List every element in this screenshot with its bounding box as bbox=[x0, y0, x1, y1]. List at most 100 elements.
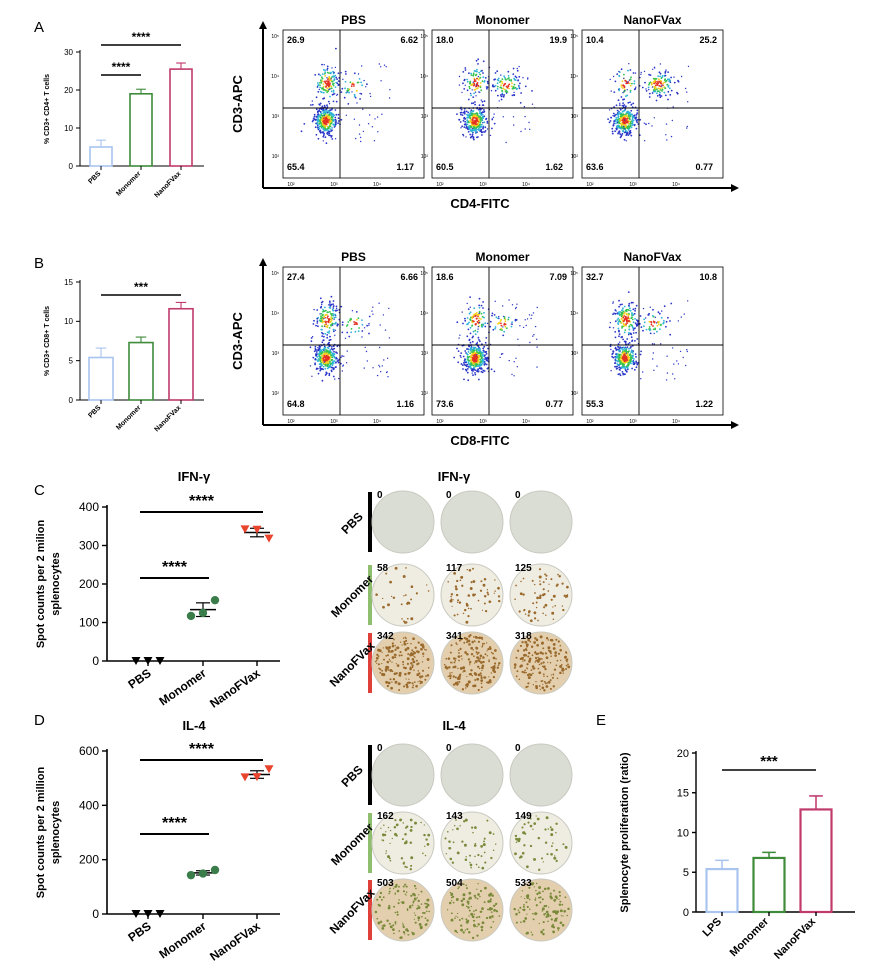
elispot-spot bbox=[542, 612, 544, 615]
elispot-spot bbox=[483, 577, 487, 581]
flow-event-dot bbox=[628, 350, 630, 353]
flow-event-dot bbox=[477, 63, 479, 65]
flow-event-dot bbox=[330, 136, 333, 138]
flow-event-dot bbox=[669, 94, 672, 96]
elispot-spot bbox=[401, 838, 404, 841]
flow-y-tick-label: 10² bbox=[571, 391, 579, 397]
elispot-spot bbox=[466, 901, 469, 904]
flow-event-dot bbox=[615, 116, 618, 119]
elispot-spot bbox=[398, 885, 400, 888]
flow-event-dot bbox=[328, 112, 331, 115]
flow-event-dot bbox=[340, 305, 343, 308]
flow-event-dot bbox=[312, 323, 315, 325]
flow-event-dot bbox=[388, 337, 391, 339]
flow-event-dot bbox=[477, 78, 480, 81]
flow-event-dot bbox=[321, 325, 323, 328]
elispot-spot bbox=[525, 643, 529, 647]
panel-b-y-tick-label: 0 bbox=[69, 396, 74, 405]
flow-event-dot bbox=[618, 305, 620, 308]
flow-event-dot bbox=[323, 132, 325, 135]
flow-event-dot bbox=[663, 86, 666, 88]
elispot-spot bbox=[409, 828, 413, 832]
flow-event-dot bbox=[624, 356, 626, 358]
elispot-spot bbox=[535, 889, 537, 892]
flow-event-dot bbox=[322, 308, 324, 311]
flow-event-dot bbox=[316, 320, 319, 323]
flow-event-dot bbox=[461, 364, 464, 366]
flow-event-dot bbox=[651, 92, 654, 94]
elispot-spot bbox=[547, 661, 549, 664]
flow-event-dot bbox=[320, 116, 322, 119]
flow-event-dot bbox=[518, 87, 521, 90]
flow-event-dot bbox=[360, 93, 363, 95]
flow-event-dot bbox=[636, 112, 639, 115]
panel-e-bar-nanofvax bbox=[799, 808, 833, 914]
elispot-spot bbox=[547, 920, 549, 923]
flow-event-dot bbox=[624, 362, 627, 364]
flow-event-dot bbox=[369, 95, 372, 98]
flow-event-dot bbox=[317, 349, 319, 352]
flow-event-dot bbox=[485, 86, 488, 88]
flow-event-dot bbox=[503, 330, 506, 333]
flow-event-dot bbox=[329, 302, 331, 304]
elispot-spot bbox=[481, 645, 484, 648]
flow-plot-frame bbox=[431, 29, 574, 179]
flow-event-dot bbox=[624, 309, 627, 312]
elispot-spot bbox=[494, 662, 497, 665]
flow-event-dot bbox=[619, 132, 621, 134]
flow-event-dot bbox=[648, 92, 651, 95]
flow-event-dot bbox=[637, 322, 639, 325]
flow-event-dot bbox=[321, 328, 323, 331]
flow-event-dot bbox=[510, 85, 513, 88]
flow-event-dot bbox=[320, 315, 322, 318]
flow-event-dot bbox=[466, 371, 469, 374]
elispot-spot bbox=[426, 910, 428, 913]
flow-event-dot bbox=[461, 311, 463, 313]
elispot-spot bbox=[545, 614, 547, 616]
flow-event-dot bbox=[520, 92, 522, 94]
elispot-spot bbox=[471, 936, 475, 940]
elispot-spot bbox=[531, 665, 535, 668]
flow-event-dot bbox=[478, 355, 480, 357]
elispot-spot bbox=[473, 920, 476, 922]
flow-event-dot bbox=[609, 78, 611, 81]
flow-event-dot bbox=[356, 81, 359, 84]
elispot-spot bbox=[451, 861, 455, 864]
elispot-spot bbox=[562, 843, 565, 846]
flow-x-tick-label: 10² bbox=[287, 182, 295, 188]
flow-event-dot bbox=[473, 320, 475, 323]
flow-event-dot bbox=[618, 349, 621, 351]
flow-event-dot bbox=[622, 365, 625, 367]
flow-event-dot bbox=[335, 113, 338, 116]
flow-event-dot bbox=[667, 86, 670, 88]
elispot-spot bbox=[527, 614, 530, 617]
panel-e-y-tick-label: 15 bbox=[677, 788, 689, 800]
flow-event-dot bbox=[508, 299, 510, 301]
flow-event-dot bbox=[630, 355, 632, 357]
flow-event-dot bbox=[502, 334, 505, 337]
flow-event-dot bbox=[619, 120, 622, 123]
flow-event-dot bbox=[506, 78, 509, 80]
flow-event-dot bbox=[629, 78, 632, 81]
elispot-spot bbox=[393, 905, 396, 908]
flow-event-dot bbox=[311, 120, 314, 123]
elispot-spot bbox=[416, 897, 419, 899]
elispot-spot bbox=[523, 608, 526, 611]
flow-event-dot bbox=[625, 347, 628, 350]
flow-event-dot bbox=[318, 351, 321, 354]
flow-event-dot bbox=[334, 66, 337, 69]
flow-y-tick-label: 10⁴ bbox=[420, 311, 428, 317]
flow-event-dot bbox=[629, 333, 632, 335]
flow-event-dot bbox=[487, 356, 489, 359]
elispot-spot bbox=[495, 902, 498, 906]
flow-event-dot bbox=[328, 306, 331, 309]
flow-event-dot bbox=[476, 354, 478, 356]
flow-event-dot bbox=[471, 356, 474, 359]
elispot-spot bbox=[561, 669, 564, 672]
flow-event-dot bbox=[323, 115, 325, 117]
flow-event-dot bbox=[628, 325, 631, 328]
flow-event-dot bbox=[617, 343, 620, 345]
elispot-spot bbox=[495, 909, 498, 912]
